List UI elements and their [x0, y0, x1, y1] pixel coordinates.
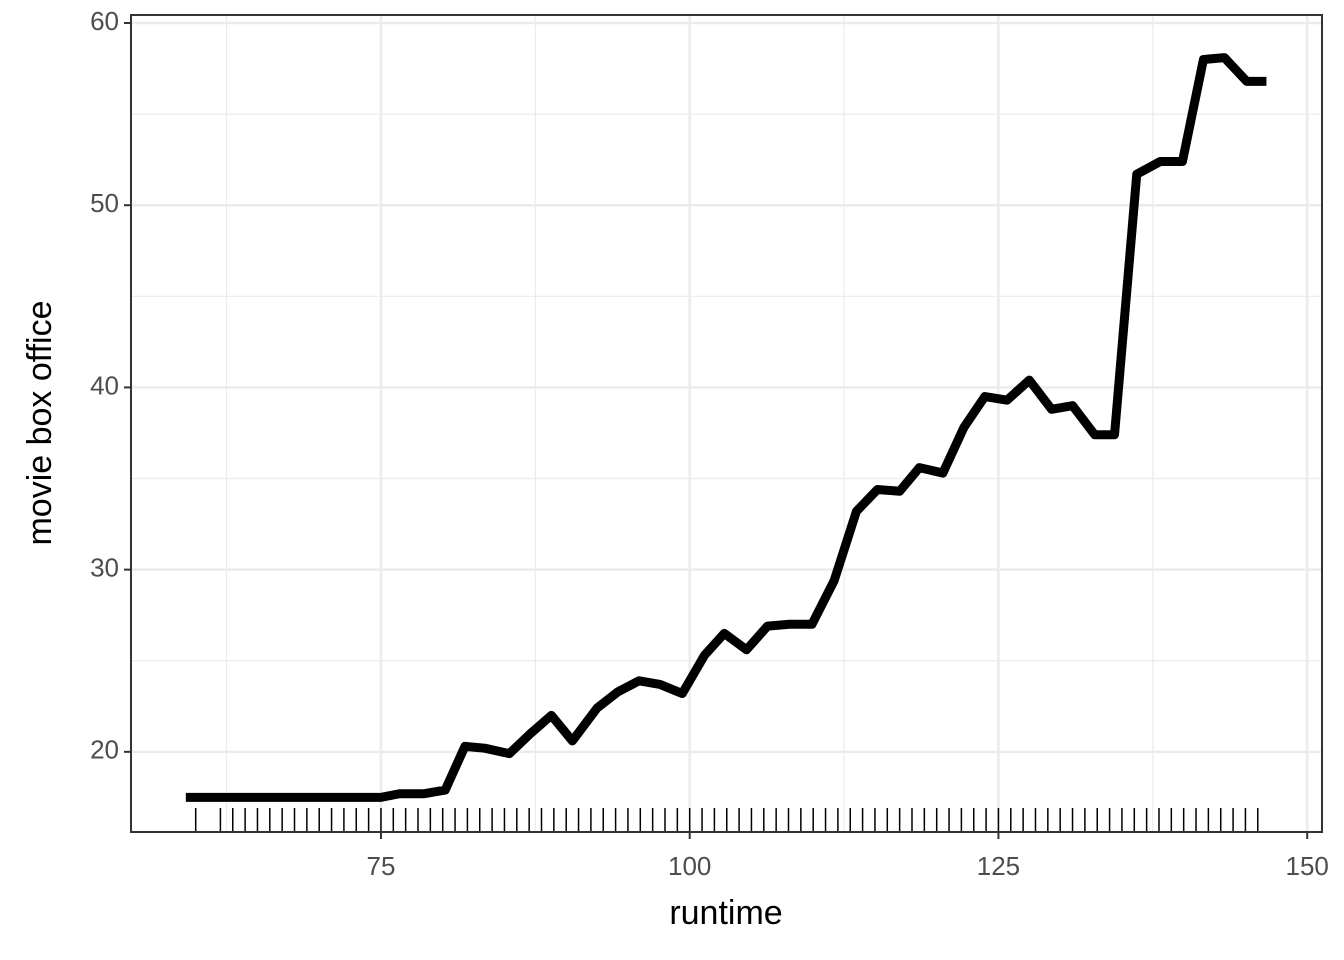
x-tick-label: 125 — [977, 851, 1020, 881]
y-tick-label: 40 — [90, 370, 119, 400]
y-tick-label: 60 — [90, 6, 119, 36]
y-axis-title: movie box office — [21, 300, 59, 545]
panel-border — [130, 14, 1323, 833]
y-tick-label: 30 — [90, 553, 119, 583]
x-tick-label: 100 — [668, 851, 711, 881]
x-tick-label: 150 — [1285, 851, 1328, 881]
x-tick-label: 75 — [366, 851, 395, 881]
x-axis-title: runtime — [669, 894, 782, 932]
data-line — [185, 53, 1267, 802]
y-tick-label: 50 — [90, 188, 119, 218]
y-tick-label: 20 — [90, 735, 119, 765]
